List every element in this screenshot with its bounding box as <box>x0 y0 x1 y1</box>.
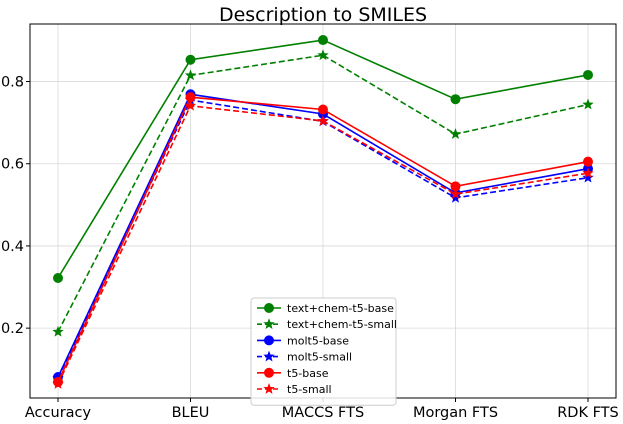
legend-item: text+chem-t5-small <box>257 318 397 331</box>
data-point <box>582 167 594 179</box>
x-tick-label: MACCS FTS <box>282 405 364 421</box>
legend-label: text+chem-t5-small <box>287 318 397 331</box>
data-point <box>450 94 461 105</box>
y-tick-label: 0.6 <box>1 157 24 173</box>
data-point <box>318 35 328 46</box>
legend-box <box>250 297 397 406</box>
legend: text+chem-t5-base text+chem-t5-small molt5… <box>250 297 397 406</box>
data-point <box>583 69 593 80</box>
x-tick-label: Morgan FTS <box>413 405 498 421</box>
series-line <box>57 54 589 333</box>
y-tick-label: 0.4 <box>1 239 24 255</box>
series-group <box>52 35 594 389</box>
x-tick-label: RDK FTS <box>557 405 619 421</box>
series-t5-small <box>52 99 594 389</box>
legend-marker <box>263 350 275 362</box>
chart-title: Description to SMILES <box>219 4 427 26</box>
legend-item: text+chem-t5-base <box>257 302 394 315</box>
data-point <box>583 156 593 167</box>
legend-marker <box>264 367 274 378</box>
legend-item: t5-base <box>257 367 329 380</box>
axis-ticks: Accuracy BLEU MACCS FTS Morgan FTS RDK FTS 0.… <box>1 75 619 421</box>
legend-label: molt5-base <box>287 334 349 347</box>
data-point <box>184 69 197 81</box>
data-point <box>185 54 196 65</box>
data-point <box>317 49 329 61</box>
legend-marker <box>263 318 275 330</box>
legend-marker <box>263 383 275 394</box>
data-point <box>52 325 64 337</box>
data-point <box>449 191 462 203</box>
legend-item: molt5-base <box>257 334 349 347</box>
legend-label: text+chem-t5-base <box>287 302 394 315</box>
data-point <box>449 128 462 139</box>
legend-marker <box>264 303 274 313</box>
y-tick-label: 0.8 <box>1 75 24 91</box>
series-text+chem-t5-small <box>52 49 594 337</box>
legend-label: t5-base <box>287 367 329 380</box>
data-point <box>450 181 461 192</box>
data-point <box>318 104 328 115</box>
legend-marker <box>264 335 274 346</box>
x-tick-label: BLEU <box>172 405 210 421</box>
data-point <box>317 114 329 126</box>
legend-label: t5-small <box>287 383 332 396</box>
data-point <box>582 171 594 183</box>
y-tick-label: 0.2 <box>1 321 24 337</box>
data-point <box>53 272 63 283</box>
legend-item: molt5-small <box>257 350 352 364</box>
data-point <box>185 92 196 103</box>
x-tick-label: Accuracy <box>25 405 92 421</box>
data-point <box>184 99 197 111</box>
series-text+chem-t5-base <box>53 35 593 283</box>
data-point <box>449 188 462 199</box>
legend-label: molt5-small <box>287 351 352 364</box>
data-point <box>582 98 594 110</box>
legend-item: t5-small <box>257 383 332 396</box>
data-point <box>52 378 64 389</box>
